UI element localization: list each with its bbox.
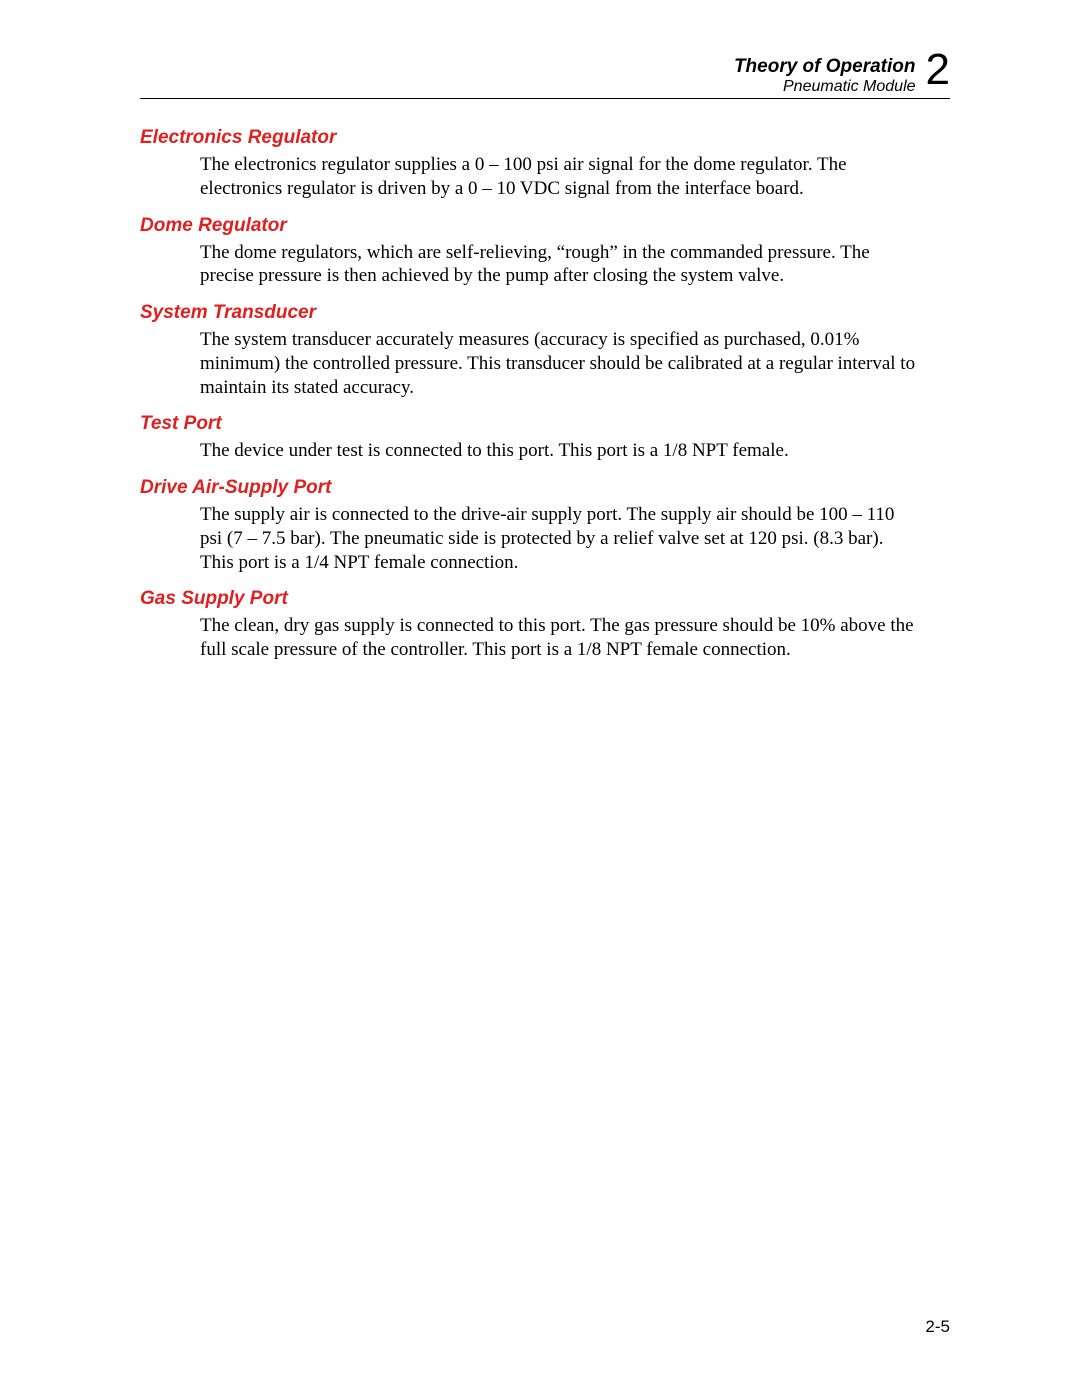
section-heading: Gas Supply Port: [140, 588, 950, 610]
section-test-port: Test Port The device under test is conne…: [140, 413, 950, 463]
section-electronics-regulator: Electronics Regulator The electronics re…: [140, 127, 950, 201]
section-heading: Test Port: [140, 413, 950, 435]
section-gas-supply-port: Gas Supply Port The clean, dry gas suppl…: [140, 588, 950, 662]
page: Theory of Operation Pneumatic Module 2 E…: [0, 0, 1080, 1397]
header-text-block: Theory of Operation Pneumatic Module: [734, 50, 916, 96]
chapter-number: 2: [926, 48, 950, 92]
section-heading: Electronics Regulator: [140, 127, 950, 149]
page-number: 2-5: [925, 1317, 950, 1337]
section-heading: Drive Air-Supply Port: [140, 477, 950, 499]
section-drive-air-supply-port: Drive Air-Supply Port The supply air is …: [140, 477, 950, 574]
page-header: Theory of Operation Pneumatic Module 2: [140, 50, 950, 99]
section-heading: Dome Regulator: [140, 215, 950, 237]
section-dome-regulator: Dome Regulator The dome regulators, whic…: [140, 215, 950, 289]
section-body: The system transducer accurately measure…: [200, 328, 920, 399]
section-body: The supply air is connected to the drive…: [200, 503, 920, 574]
section-heading: System Transducer: [140, 302, 950, 324]
section-body: The clean, dry gas supply is connected t…: [200, 614, 920, 662]
header-title: Theory of Operation: [734, 56, 916, 78]
section-body: The dome regulators, which are self-reli…: [200, 241, 920, 289]
header-subtitle: Pneumatic Module: [734, 78, 916, 96]
section-body: The device under test is connected to th…: [200, 439, 920, 463]
section-body: The electronics regulator supplies a 0 –…: [200, 153, 920, 201]
section-system-transducer: System Transducer The system transducer …: [140, 302, 950, 399]
